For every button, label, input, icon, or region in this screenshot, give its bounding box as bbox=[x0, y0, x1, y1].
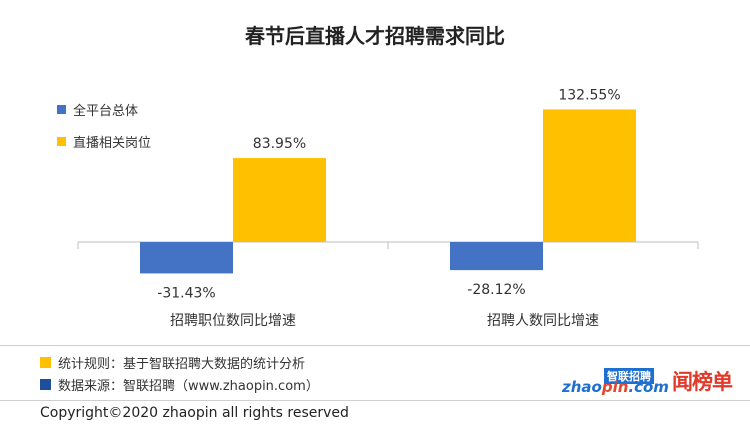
zhaopin-logo: 智联招聘 zhaopin.com bbox=[548, 368, 669, 396]
chart-title: 春节后直播人才招聘需求同比 bbox=[245, 24, 505, 48]
zhaopin-logo-cn: 智联招聘 bbox=[604, 368, 654, 384]
legend-label-livestream: 直播相关岗位 bbox=[73, 136, 152, 151]
legend-swatch-livestream bbox=[57, 137, 66, 146]
zhaopin-logo-en: zhaopin.com bbox=[562, 378, 669, 396]
wenbang-logo: 闻榜单 bbox=[672, 370, 733, 394]
footer-rule-text: 统计规则：基于智联招聘大数据的统计分析 bbox=[58, 357, 306, 372]
footer-source-text: 数据来源：智联招聘（www.zhaopin.com） bbox=[58, 379, 319, 394]
legend-item-livestream: 直播相关岗位 bbox=[57, 132, 151, 151]
bar-0-1 bbox=[450, 242, 543, 271]
data-label-1-1: 132.55% bbox=[558, 87, 620, 103]
data-label-1-0: 83.95% bbox=[253, 136, 306, 152]
footer-divider-bottom bbox=[0, 400, 750, 401]
footer-rule: 统计规则：基于智联招聘大数据的统计分析 bbox=[40, 353, 305, 372]
bar-1-1 bbox=[543, 109, 636, 242]
bar-1-0 bbox=[233, 158, 326, 242]
copyright-text: Copyright©2020 zhaopin all rights reserv… bbox=[40, 405, 349, 421]
footer-divider-top bbox=[0, 345, 750, 346]
footer-source-swatch bbox=[40, 379, 51, 390]
footer-rule-swatch bbox=[40, 357, 51, 368]
bar-chart: -31.43% 83.95% 招聘职位数同比增速 -28.12% 132.55% 招聘人数… bbox=[77, 87, 699, 329]
bar-0-0 bbox=[140, 242, 233, 274]
legend-item-overall: 全平台总体 bbox=[57, 100, 138, 119]
legend-label-overall: 全平台总体 bbox=[73, 104, 139, 119]
legend-swatch-overall bbox=[57, 105, 66, 114]
footer-source: 数据来源：智联招聘（www.zhaopin.com） bbox=[40, 375, 319, 394]
data-label-0-0: -31.43% bbox=[157, 285, 215, 301]
category-label-0: 招聘职位数同比增速 bbox=[170, 313, 296, 329]
data-label-0-1: -28.12% bbox=[467, 282, 525, 298]
category-label-1: 招聘人数同比增速 bbox=[487, 313, 599, 329]
